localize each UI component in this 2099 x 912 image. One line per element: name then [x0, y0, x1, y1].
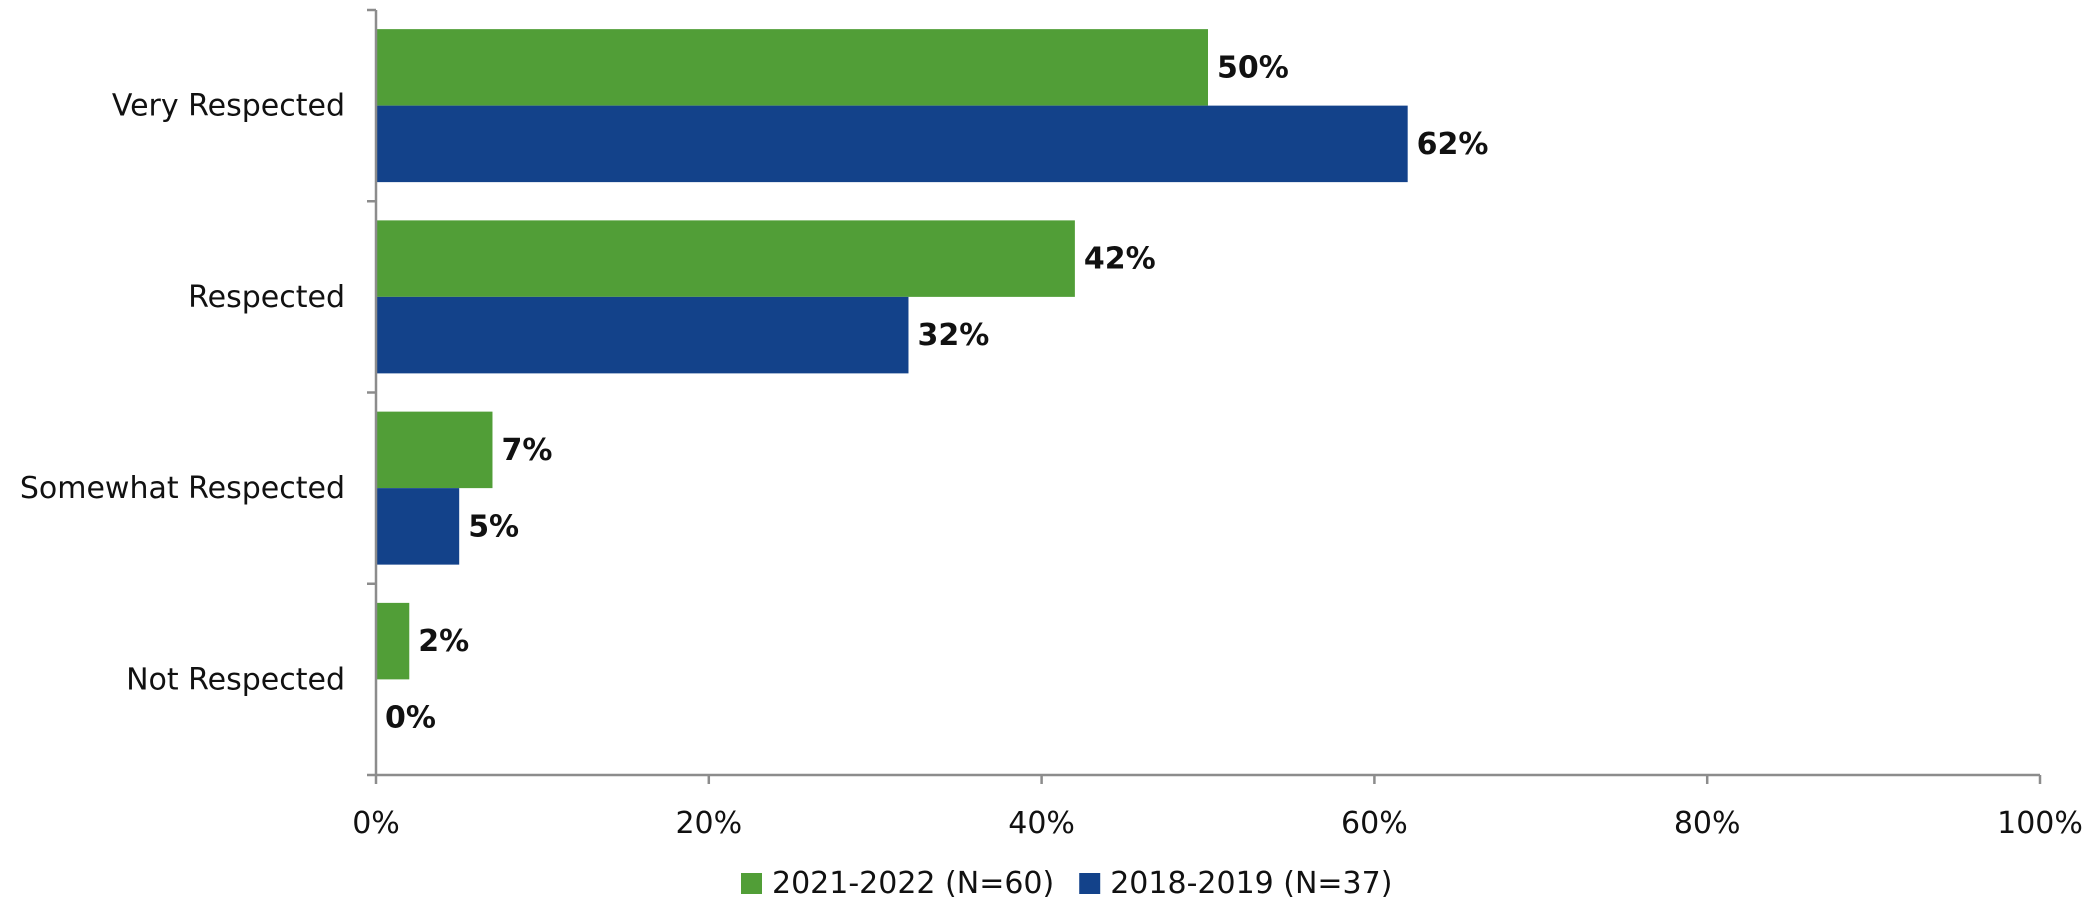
data-label-very-respected-series-2: 62%	[1417, 127, 1489, 162]
data-label-somewhat-respected-series-2: 5%	[468, 509, 519, 544]
data-label-respected-series-2: 32%	[917, 318, 989, 353]
data-label-not-respected-series-2: 0%	[385, 701, 436, 736]
data-label-somewhat-respected-series-1: 7%	[501, 433, 552, 468]
legend-swatch-series-2	[1079, 873, 1101, 894]
x-tick-label-40: 40%	[1008, 806, 1075, 841]
legend-label-series-2: 2018-2019 (N=37)	[1110, 866, 1392, 901]
category-label-not-respected: Not Respected	[126, 662, 345, 697]
bar-respected-series-1	[376, 220, 1075, 297]
bar-very-respected-series-1	[376, 29, 1208, 106]
category-label-somewhat-respected: Somewhat Respected	[20, 471, 345, 506]
data-label-very-respected-series-1: 50%	[1217, 50, 1289, 85]
bar-somewhat-respected-series-1	[376, 411, 493, 489]
x-tick-label-100: 100%	[1997, 806, 2083, 841]
bar-somewhat-respected-series-2	[376, 488, 460, 565]
data-label-respected-series-1: 42%	[1084, 242, 1156, 277]
category-label-respected: Respected	[188, 280, 345, 315]
x-tick-label-80: 80%	[1674, 806, 1741, 841]
legend: 2021-2022 (N=60) 2018-2019 (N=37)	[741, 866, 1392, 901]
bar-respected-series-2	[376, 296, 909, 374]
bar-very-respected-series-2	[376, 105, 1408, 183]
x-tick-label-60: 60%	[1341, 806, 1408, 841]
category-label-very-respected: Very Respected	[112, 89, 345, 124]
plot-area: 50% 62% Very Respected 42% 32% Respected 7% 5% S…	[20, 8, 2083, 841]
legend-label-series-1: 2021-2022 (N=60)	[772, 866, 1054, 901]
legend-swatch-series-1	[741, 873, 762, 894]
x-tick-label-0: 0%	[352, 806, 400, 841]
x-tick-label-20: 20%	[675, 806, 742, 841]
data-label-not-respected-series-1: 2%	[418, 624, 469, 659]
bar-not-respected-series-1	[376, 602, 410, 680]
